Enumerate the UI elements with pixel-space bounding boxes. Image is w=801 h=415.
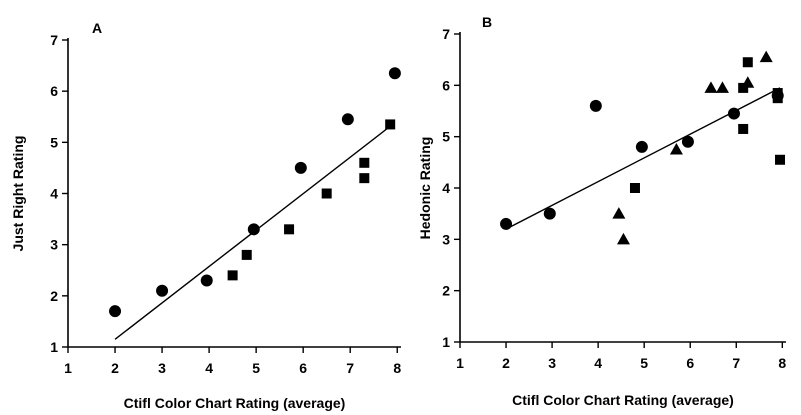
- panel-b-y-tick-label: 7: [442, 26, 450, 42]
- panel-b-circle-point: [500, 217, 513, 230]
- panel-a-x-tick-label: 8: [393, 360, 401, 376]
- panel-a-circle-point: [341, 113, 354, 126]
- panel-b-x-tick-label: 2: [502, 355, 510, 371]
- panel-b-triangle-point: [669, 143, 683, 155]
- panel-a-x-tick-label: 5: [252, 360, 260, 376]
- panel-a-square-point: [385, 119, 396, 130]
- panel-b-circle-point: [589, 99, 602, 112]
- panel-a-y-tick-label: 2: [50, 288, 58, 304]
- panel-b-square-point: [775, 154, 786, 165]
- panel-b-circle-point: [543, 207, 556, 220]
- panel-a-letter: A: [92, 20, 102, 36]
- panel-a-square-point: [359, 173, 370, 184]
- panel-a-square-point: [241, 249, 252, 260]
- panel-b-triangle-point: [759, 50, 773, 63]
- panel-a-y-tick-label: 4: [50, 186, 58, 202]
- panel-b-triangle-point: [616, 232, 630, 245]
- panel-a-square-point: [359, 157, 370, 168]
- panel-a-x-tick-label: 7: [346, 360, 354, 376]
- panel-b-x-tick-label: 1: [456, 355, 464, 371]
- panel-a-circle-point: [294, 161, 307, 174]
- panel-b-square-point: [772, 93, 783, 104]
- panel-b-x-tick-label: 7: [732, 355, 740, 371]
- panel-b-square-point: [738, 82, 749, 93]
- panel-a-x-tick-label: 1: [64, 360, 72, 376]
- panel-a-y-tick-label: 7: [50, 32, 58, 48]
- panel-a-y-axis-title: Just Right Rating: [10, 136, 26, 252]
- panel-b-y-tick-label: 6: [442, 77, 450, 93]
- panel-a-circle-point: [156, 284, 169, 297]
- panel-a-y-tick-label: 6: [50, 83, 58, 99]
- panel-b-triangle-point: [612, 207, 626, 219]
- panel-b-square-point: [772, 88, 783, 99]
- panel-b-y-axis-title: Hedonic Rating: [417, 137, 433, 240]
- panel-a-x-axis-title: Ctifl Color Chart Rating (average): [124, 395, 346, 411]
- panel-a-x-tick-label: 6: [299, 360, 307, 376]
- panel-b-x-axis-title: Ctifl Color Chart Rating (average): [512, 392, 734, 408]
- panel-a-square-point: [321, 188, 332, 199]
- panel-a-square-point: [284, 224, 295, 235]
- panel-b-y-tick-label: 3: [442, 231, 450, 247]
- panel-b-x-tick-label: 4: [594, 355, 602, 371]
- panel-b-y-tick-label: 1: [442, 334, 450, 350]
- panel-b-fit-line: [505, 87, 781, 230]
- panel-a-x-tick-label: 2: [111, 360, 119, 376]
- panel-a-circle-point: [247, 223, 260, 236]
- panel-b-x-tick-label: 3: [548, 355, 556, 371]
- panel-b-y-tick-label: 5: [442, 129, 450, 145]
- panel-b-circle-point: [681, 135, 694, 148]
- panel-b-triangle-point: [741, 76, 755, 88]
- panel-b-x-tick-label: 5: [640, 355, 648, 371]
- panel-b-y-tick-label: 4: [442, 180, 450, 196]
- panel-b-square-point: [738, 123, 749, 134]
- panel-b-circle-point: [727, 107, 740, 120]
- panel-a-circle-point: [388, 67, 401, 80]
- panel-b-square-point: [742, 57, 753, 68]
- panel-b-square-point: [629, 183, 640, 193]
- panel-b-x-tick-label: 8: [778, 355, 786, 371]
- panel-a-x-tick-label: 4: [205, 360, 213, 376]
- panel-a-y-tick-label: 5: [50, 134, 58, 150]
- panel-a-x-tick-label: 3: [158, 360, 166, 376]
- panel-b-triangle-point: [715, 81, 729, 93]
- panel-a-circle-point: [109, 305, 122, 318]
- panel-a-y-tick-label: 3: [50, 237, 58, 253]
- panel-b-triangle-point: [704, 81, 718, 93]
- panel-b-y-tick-label: 2: [442, 283, 450, 299]
- panel-a-circle-point: [200, 274, 213, 287]
- panel-b-circle-point: [635, 140, 648, 153]
- panel-a-y-tick-label: 1: [50, 339, 58, 355]
- panel-b-x-tick-label: 6: [686, 355, 694, 371]
- panel-b-letter: B: [482, 14, 492, 30]
- panel-a-square-point: [227, 270, 238, 281]
